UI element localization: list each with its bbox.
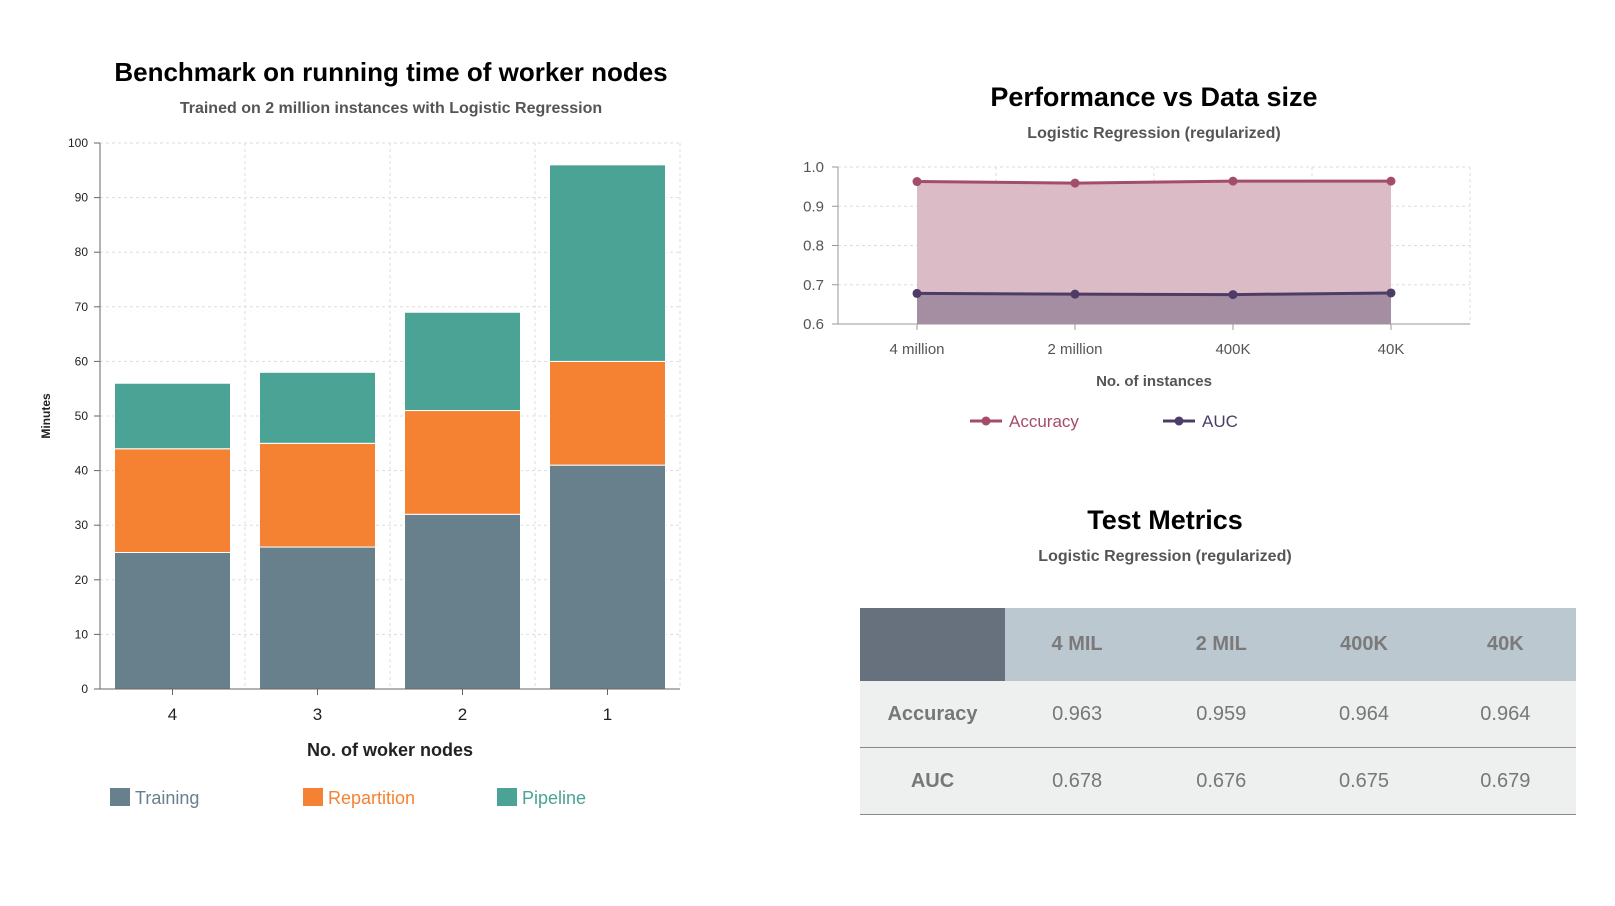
benchmark-bar-chart: Benchmark on running time of worker node… xyxy=(39,57,681,808)
column-header: 400K xyxy=(1293,608,1435,681)
x-tick-label: 2 xyxy=(458,705,467,724)
legend-swatch xyxy=(497,788,517,806)
legend-item-auc: AUC xyxy=(1202,412,1238,431)
series-line-auc xyxy=(916,291,1392,297)
legend-marker xyxy=(981,416,991,426)
x-tick-label: 4 million xyxy=(889,341,944,358)
y-tick-label: 0.6 xyxy=(803,316,824,333)
row-header: AUC xyxy=(860,747,1005,815)
performance-area-chart: Performance vs Data size Logistic Regress… xyxy=(803,82,1471,431)
data-point-auc xyxy=(1386,288,1396,298)
y-tick-label: 0.9 xyxy=(803,198,824,215)
bar-segment-training xyxy=(114,552,231,690)
legend-item-pipeline: Pipeline xyxy=(522,788,586,808)
y-tick-label: 1.0 xyxy=(803,159,824,176)
series-line-accuracy xyxy=(916,179,1391,185)
y-tick-label: 0.7 xyxy=(803,277,824,294)
area-fill-accuracy xyxy=(917,181,1391,324)
legend-marker xyxy=(1174,416,1184,426)
table-cell: 0.679 xyxy=(1434,747,1576,815)
table-cell: 0.959 xyxy=(1149,681,1294,748)
y-tick-label: 50 xyxy=(75,409,89,423)
y-tick-label: 70 xyxy=(75,300,89,314)
y-tick-label: 100 xyxy=(68,136,88,150)
table-corner-cell xyxy=(860,608,1005,681)
bar-segment-training xyxy=(259,546,376,690)
data-point-auc xyxy=(912,288,922,298)
data-point-accuracy xyxy=(1386,176,1396,186)
y-tick-label: 60 xyxy=(75,354,89,368)
data-point-accuracy xyxy=(912,177,922,187)
x-tick-label: 2 million xyxy=(1047,341,1102,358)
y-tick-label: 0.8 xyxy=(803,238,824,255)
column-header: 4 MIL xyxy=(1005,608,1150,681)
legend-swatch xyxy=(110,788,130,806)
y-axis-label: Minutes xyxy=(39,393,53,439)
legend-item-accuracy: Accuracy xyxy=(1009,412,1079,431)
bar-segment-pipeline xyxy=(114,382,231,450)
table-header-row: 4 MIL 2 MIL 400K 40K xyxy=(860,608,1576,681)
table-cell: 0.678 xyxy=(1005,747,1150,815)
data-point-accuracy xyxy=(1070,178,1080,188)
bar-segment-repartition xyxy=(259,442,376,548)
row-header: Accuracy xyxy=(860,681,1005,748)
y-tick-label: 90 xyxy=(75,191,89,205)
table-title: Test Metrics xyxy=(1087,505,1243,535)
area-fill-auc xyxy=(917,292,1391,324)
y-tick-label: 0 xyxy=(81,682,88,696)
metrics-table: 4 MIL 2 MIL 400K 40K Accuracy 0.963 0.95… xyxy=(860,608,1576,815)
x-tick-label: 40K xyxy=(1378,341,1405,358)
x-tick-label: 400K xyxy=(1215,341,1250,358)
column-header: 2 MIL xyxy=(1149,608,1294,681)
legend-swatch xyxy=(303,788,323,806)
y-tick-label: 10 xyxy=(75,627,89,641)
chart-title: Performance vs Data size xyxy=(990,82,1317,112)
bar-segment-training xyxy=(404,513,521,690)
bar-segment-repartition xyxy=(404,410,521,515)
data-point-auc xyxy=(1228,290,1238,300)
bar-segment-training xyxy=(549,464,666,690)
data-point-accuracy xyxy=(1228,176,1238,186)
chart-subtitle: Trained on 2 million instances with Logi… xyxy=(180,100,602,117)
chart-title: Benchmark on running time of worker node… xyxy=(114,57,667,87)
legend-item-training: Training xyxy=(135,788,199,808)
legend-item-repartition: Repartition xyxy=(328,788,415,808)
x-axis-label: No. of woker nodes xyxy=(307,740,473,760)
y-tick-label: 40 xyxy=(75,464,89,478)
table-cell: 0.964 xyxy=(1434,681,1576,748)
x-tick-label: 1 xyxy=(603,705,612,724)
y-tick-label: 30 xyxy=(75,518,89,532)
y-tick-label: 80 xyxy=(75,245,89,259)
x-tick-label: 4 xyxy=(168,705,177,724)
table-row: Accuracy 0.963 0.959 0.964 0.964 xyxy=(860,681,1576,748)
table-cell: 0.675 xyxy=(1293,747,1435,815)
table-cell: 0.963 xyxy=(1005,681,1150,748)
bar-segment-repartition xyxy=(114,448,231,554)
data-point-auc xyxy=(1070,289,1080,299)
bar-segment-pipeline xyxy=(549,164,666,362)
column-header: 40K xyxy=(1434,608,1576,681)
test-metrics-section: Test Metrics Logistic Regression (regula… xyxy=(800,505,1615,815)
y-tick-label: 20 xyxy=(75,573,89,587)
table-cell: 0.964 xyxy=(1293,681,1435,748)
table-cell: 0.676 xyxy=(1149,747,1294,815)
table-row: AUC 0.678 0.676 0.675 0.679 xyxy=(860,747,1576,815)
x-tick-label: 3 xyxy=(313,705,322,724)
bar-segment-pipeline xyxy=(404,311,521,412)
x-axis-label: No. of instances xyxy=(1096,373,1212,390)
table-subtitle: Logistic Regression (regularized) xyxy=(1038,548,1292,565)
bar-segment-repartition xyxy=(549,360,666,466)
chart-subtitle: Logistic Regression (regularized) xyxy=(1027,125,1280,142)
bar-segment-pipeline xyxy=(259,371,376,444)
